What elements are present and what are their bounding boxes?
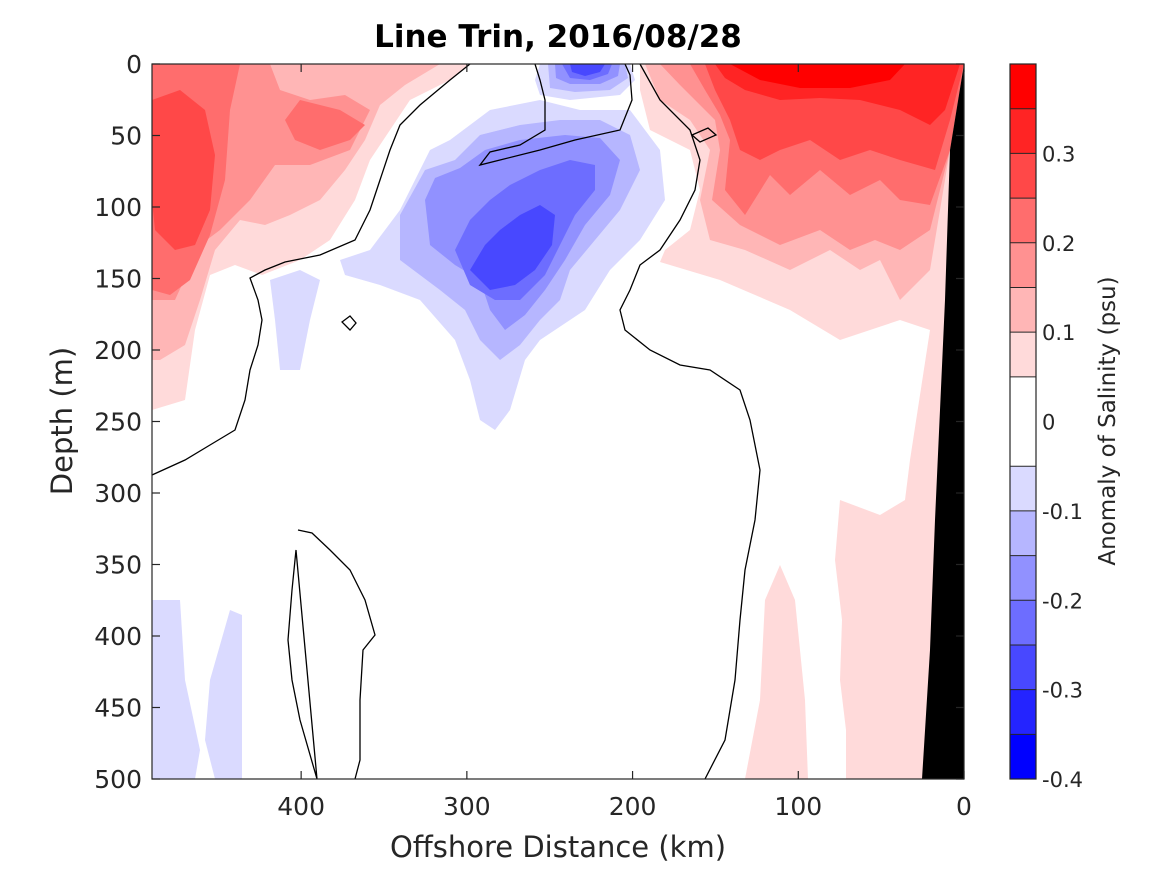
- contour-band-pos-005-deep: [745, 565, 808, 779]
- contour-band-neg-005-left: [270, 270, 320, 370]
- x-tick-label: 200: [609, 792, 657, 821]
- x-tick-label: 400: [277, 792, 325, 821]
- colorbar-swatch: [1010, 734, 1036, 779]
- y-tick-label: 50: [110, 122, 142, 151]
- x-axis: 400 300 200 100 0: [277, 64, 972, 821]
- zero-contour-lines: [152, 64, 761, 779]
- zero-contour-loop-deep: [287, 529, 376, 779]
- contour-band-neg-025-top: [570, 64, 605, 76]
- y-axis: 0 50 100 150 200 250 300 350 400 450 500: [94, 50, 964, 794]
- contour-band-neg-005-deep2: [205, 610, 242, 779]
- contour-band-pos-025-offshore: [152, 90, 215, 250]
- colorbar-swatch: [1010, 466, 1036, 511]
- colorbar-frame: [1009, 63, 1037, 780]
- colorbar-tick-label: -0.1: [1042, 500, 1083, 524]
- y-tick-label: 0: [126, 50, 142, 79]
- contour-band-pos-035: [730, 64, 905, 88]
- x-tick-label: 0: [956, 792, 972, 821]
- colorbar-tick-label: 0.1: [1042, 321, 1075, 345]
- y-tick-label: 400: [94, 622, 142, 651]
- x-axis-label: Offshore Distance (km): [390, 830, 726, 864]
- colorbar-tick-label: -0.4: [1042, 768, 1083, 792]
- colorbar-tick-label: -0.3: [1042, 679, 1083, 703]
- y-axis-label: Depth (m): [45, 347, 79, 495]
- y-tick-label: 250: [94, 408, 142, 437]
- zero-contour-loop-nearshore: [690, 127, 718, 143]
- colorbar-tick-label: 0.2: [1042, 232, 1075, 256]
- colorbar-swatch: [1010, 689, 1036, 735]
- colorbar-tick-label: 0: [1042, 411, 1055, 435]
- zero-contour-loop-small: [341, 315, 357, 331]
- colorbar: 0.3 0.2 0.1 0 -0.1 -0.2 -0.3 -0.4: [1009, 63, 1083, 792]
- colorbar-swatch: [1010, 644, 1036, 690]
- colorbar-swatch: [1010, 64, 1036, 109]
- colorbar-tick-label: 0.3: [1042, 142, 1075, 166]
- colorbar-swatch: [1010, 510, 1036, 556]
- y-tick-label: 300: [94, 479, 142, 508]
- colorbar-swatch: [1010, 108, 1036, 154]
- colorbar-swatch: [1010, 600, 1036, 645]
- y-tick-label: 150: [94, 265, 142, 294]
- contour-band-neg-025: [470, 205, 555, 290]
- colorbar-swatch: [1010, 555, 1036, 601]
- x-tick-label: 300: [443, 792, 491, 821]
- x-tick-label: 100: [774, 792, 822, 821]
- colorbar-swatch: [1010, 376, 1036, 467]
- colorbar-swatch: [1010, 332, 1036, 377]
- zero-contour-right: [619, 64, 761, 779]
- colorbar-swatch: [1010, 153, 1036, 199]
- contour-band-pos-020-offshore-b: [285, 100, 365, 150]
- contour-band-neg-005-deep1: [152, 600, 200, 779]
- colorbar-swatch: [1010, 287, 1036, 333]
- bathymetry-mask: [922, 64, 964, 779]
- zero-contour-loop-surface: [478, 64, 633, 167]
- colorbar-label: Anomaly of Salinity (psu): [1095, 276, 1121, 565]
- colorbar-swatch: [1010, 242, 1036, 288]
- chart-title: Line Trin, 2016/08/28: [374, 19, 742, 55]
- y-tick-label: 350: [94, 551, 142, 580]
- y-tick-label: 450: [94, 694, 142, 723]
- colorbar-tick-label: -0.2: [1042, 589, 1083, 613]
- colorbar-swatch: [1010, 198, 1036, 243]
- y-tick-label: 500: [94, 765, 142, 794]
- zero-contour-main: [152, 64, 471, 476]
- y-tick-label: 200: [94, 336, 142, 365]
- contour-plot-area: [152, 64, 964, 779]
- y-tick-label: 100: [94, 193, 142, 222]
